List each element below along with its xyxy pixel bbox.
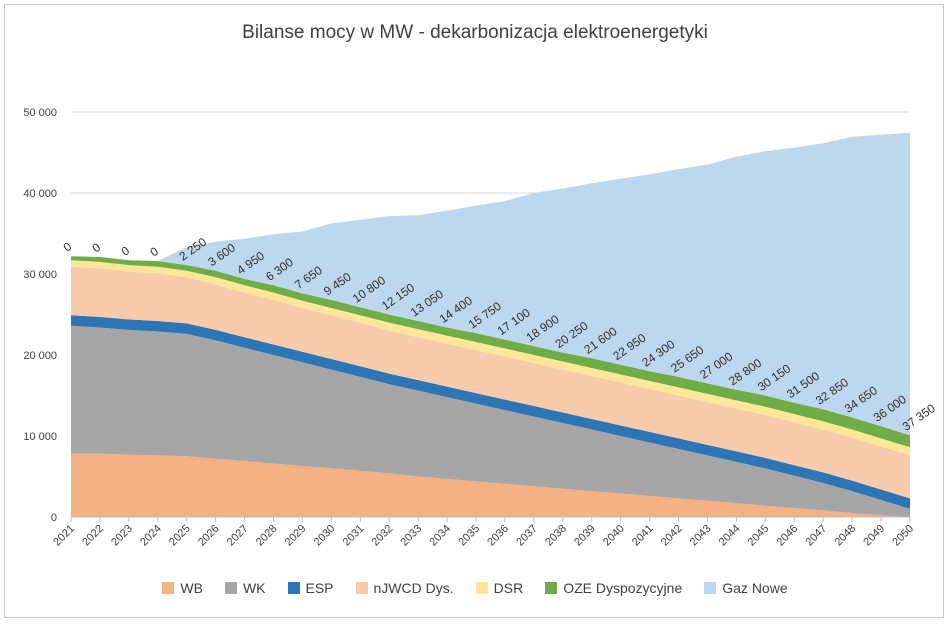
legend-swatch xyxy=(224,582,237,594)
x-tick-label: 2040 xyxy=(601,523,627,549)
legend-item: nJWCD Dys. xyxy=(355,580,454,596)
x-tick-label: 2038 xyxy=(543,523,569,549)
x-tick-label: 2026 xyxy=(196,523,222,549)
data-label: 0 xyxy=(61,239,75,254)
legend-label: Gaz Nowe xyxy=(722,580,788,596)
x-tick-label: 2035 xyxy=(456,523,482,549)
x-tick-label: 2048 xyxy=(832,523,858,549)
x-tick-label: 2044 xyxy=(717,523,743,549)
legend-item: WK xyxy=(224,580,266,596)
legend-item: ESP xyxy=(287,580,334,596)
legend-item: Gaz Nowe xyxy=(704,580,788,596)
area-njwcd-dys- xyxy=(71,266,910,499)
legend-label: DSR xyxy=(493,580,524,596)
x-tick-label: 2028 xyxy=(254,523,280,549)
y-tick-label: 10 000 xyxy=(23,431,57,443)
x-tick-label: 2039 xyxy=(572,523,598,549)
legend-swatch xyxy=(287,582,300,594)
y-tick-label: 0 xyxy=(51,512,57,524)
x-tick-label: 2034 xyxy=(427,523,453,549)
legend-label: nJWCD Dys. xyxy=(373,580,454,596)
legend-item: DSR xyxy=(475,580,524,596)
x-tick-label: 2049 xyxy=(861,523,887,549)
legend-item: WB xyxy=(162,580,203,596)
x-tick-label: 2043 xyxy=(688,523,714,549)
x-tick-label: 2041 xyxy=(630,523,656,549)
chart-title: Bilanse mocy w MW - dekarbonizacja elekt… xyxy=(242,22,708,43)
x-tick-label: 2032 xyxy=(370,523,396,549)
area-gaz-nowe xyxy=(71,132,910,436)
y-tick-label: 30 000 xyxy=(23,269,57,281)
legend-swatch xyxy=(704,582,717,594)
x-tick-label: 2029 xyxy=(283,523,309,549)
data-label: 0 xyxy=(147,244,161,259)
x-tick-label: 2030 xyxy=(312,523,338,549)
x-tick-label: 2046 xyxy=(775,523,801,549)
data-label: 0 xyxy=(119,243,133,258)
y-tick-label: 40 000 xyxy=(23,188,57,200)
x-tick-label: 2036 xyxy=(485,523,511,549)
chart-legend: WB WK ESP nJWCD Dys. DSR OZE Dyspozycyjne Gaz … xyxy=(0,580,950,596)
area-wk xyxy=(71,325,910,517)
legend-swatch xyxy=(162,582,175,594)
y-tick-label: 50 000 xyxy=(23,107,57,119)
legend-swatch xyxy=(355,582,368,594)
data-label: 0 xyxy=(90,240,104,255)
x-tick-label: 2037 xyxy=(514,523,540,549)
x-tick-label: 2033 xyxy=(398,523,424,549)
x-tick-label: 2024 xyxy=(138,523,164,549)
legend-label: WB xyxy=(180,580,203,596)
legend-label: ESP xyxy=(305,580,334,596)
x-tick-label: 2021 xyxy=(51,523,77,549)
x-tick-label: 2023 xyxy=(109,523,135,549)
legend-label: WK xyxy=(242,580,266,596)
y-tick-label: 20 000 xyxy=(23,350,57,362)
legend-label: OZE Dyspozycyjne xyxy=(563,580,683,596)
area-wb xyxy=(71,453,910,517)
x-tick-label: 2045 xyxy=(746,523,772,549)
x-tick-label: 2027 xyxy=(225,523,251,549)
x-tick-label: 2025 xyxy=(167,523,193,549)
x-tick-label: 2050 xyxy=(890,523,916,549)
x-tick-label: 2042 xyxy=(659,523,685,549)
x-tick-label: 2031 xyxy=(341,523,367,549)
legend-swatch xyxy=(545,582,558,594)
x-tick-label: 2047 xyxy=(804,523,830,549)
legend-swatch xyxy=(475,582,488,594)
legend-item: OZE Dyspozycyjne xyxy=(545,580,682,596)
x-tick-label: 2022 xyxy=(80,523,106,549)
